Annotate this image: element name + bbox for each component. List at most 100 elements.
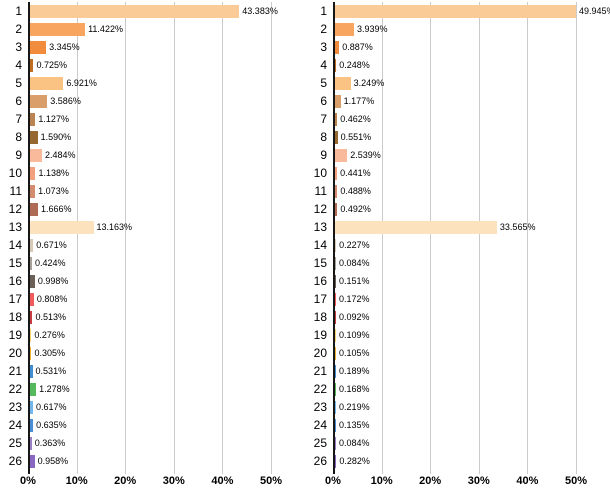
category-label: 23	[8, 400, 22, 414]
category-label: 26	[313, 454, 327, 468]
value-label: 0.276%	[34, 330, 65, 340]
category-label: 8	[320, 130, 327, 144]
value-label: 0.084%	[339, 258, 370, 268]
value-label: 3.586%	[50, 96, 81, 106]
bar-row: 11.422%	[30, 20, 305, 38]
bar-row: 2.539%	[335, 146, 610, 164]
category-label: 13	[313, 220, 327, 234]
value-label: 11.422%	[88, 24, 123, 34]
bar-row: 1.278%	[30, 380, 305, 398]
category-label: 6	[15, 94, 22, 108]
category-label: 17	[8, 292, 22, 306]
bar	[335, 436, 336, 450]
bar	[30, 94, 48, 108]
bar	[335, 112, 338, 126]
bar	[30, 382, 37, 396]
value-label: 0.635%	[36, 420, 67, 430]
plot-area: 49.945% 3.939% 0.887% 0.248% 3.249% 1.177% 0.4…	[333, 2, 610, 474]
bar-row: 0.219%	[335, 398, 610, 416]
value-label: 0.227%	[339, 240, 370, 250]
bar-row: 0.168%	[335, 380, 610, 398]
bar	[335, 58, 337, 72]
bar-row: 0.462%	[335, 110, 610, 128]
x-axis-tick-label: 20%	[419, 475, 442, 487]
bar	[335, 148, 348, 162]
category-label: 14	[8, 238, 22, 252]
category-label: 19	[313, 328, 327, 342]
bar-row: 0.671%	[30, 236, 305, 254]
value-label: 0.105%	[339, 348, 370, 358]
category-label: 16	[313, 274, 327, 288]
bar	[30, 220, 94, 234]
bar	[30, 274, 35, 288]
category-label: 3	[15, 40, 22, 54]
bar-row: 0.551%	[335, 128, 610, 146]
bar	[30, 292, 34, 306]
category-label: 2	[15, 22, 22, 36]
gridline	[381, 2, 383, 474]
value-label: 0.531%	[35, 366, 67, 376]
bar-row: 0.531%	[30, 362, 305, 380]
category-label: 13	[8, 220, 22, 234]
value-label: 0.462%	[340, 114, 371, 124]
value-label: 0.084%	[339, 438, 370, 448]
bar-row: 1.590%	[30, 128, 305, 146]
category-label: 11	[9, 184, 22, 198]
value-label: 0.305%	[34, 348, 65, 358]
bar-row: 0.958%	[30, 452, 305, 470]
gridline	[478, 2, 480, 474]
value-label: 0.219%	[339, 402, 370, 412]
category-label: 10	[313, 166, 327, 180]
category-label: 3	[320, 40, 327, 54]
category-label: 22	[313, 382, 327, 396]
bar	[30, 40, 47, 54]
category-label: 4	[15, 58, 22, 72]
category-label: 8	[15, 130, 22, 144]
bar	[335, 256, 336, 270]
value-label: 1.127%	[38, 114, 69, 124]
bar	[30, 328, 32, 342]
category-label: 25	[313, 436, 327, 450]
chart-right: 1 2 3 4 5 6 7 8 9 10 11 12 13 14 15 16 17 18 19 20 21 22 23 24 2…	[305, 2, 610, 492]
bar-row: 0.998%	[30, 272, 305, 290]
bar	[335, 4, 576, 18]
bar-row: 0.424%	[30, 254, 305, 272]
x-axis-tick-label: 20%	[114, 475, 137, 487]
bar	[30, 436, 32, 450]
value-label: 3.345%	[49, 42, 80, 52]
category-label-column: 1 2 3 4 5 6 7 8 9 10 11 12 13 14 15 16 17 18 19 20 21 22 23 24 2…	[0, 2, 28, 470]
value-label: 0.551%	[340, 132, 372, 142]
value-label: 0.092%	[339, 312, 370, 322]
bar	[30, 22, 86, 36]
bar-row: 13.163%	[30, 218, 305, 236]
x-axis: 0% 10% 20% 30% 40% 50%	[325, 472, 610, 492]
x-axis-tick-label: 40%	[211, 475, 234, 487]
bar-row: 3.249%	[335, 74, 610, 92]
category-label-column: 1 2 3 4 5 6 7 8 9 10 11 12 13 14 15 16 17 18 19 20 21 22 23 24 2…	[305, 2, 333, 470]
value-label: 0.168%	[339, 384, 370, 394]
bar	[30, 364, 33, 378]
category-label: 6	[320, 94, 327, 108]
gridline	[430, 2, 432, 474]
bar	[335, 382, 336, 396]
bar	[30, 238, 34, 252]
value-label: 43.383%	[242, 6, 278, 16]
bar	[335, 202, 338, 216]
category-label: 21	[8, 364, 22, 378]
category-label: 5	[15, 76, 22, 90]
value-label: 1.590%	[40, 132, 72, 142]
bar-row: 1.666%	[30, 200, 305, 218]
bar-row: 1.127%	[30, 110, 305, 128]
y-axis-line	[333, 2, 335, 474]
value-label: 1.278%	[39, 384, 70, 394]
category-label: 7	[320, 112, 327, 126]
bar	[335, 328, 336, 342]
value-label: 0.189%	[339, 366, 370, 376]
category-label: 22	[8, 382, 22, 396]
bar	[335, 166, 338, 180]
bar-row: 3.345%	[30, 38, 305, 56]
category-label: 20	[8, 346, 22, 360]
value-label: 3.249%	[353, 78, 385, 88]
bar-row: 0.808%	[30, 290, 305, 308]
value-label: 0.135%	[339, 420, 370, 430]
